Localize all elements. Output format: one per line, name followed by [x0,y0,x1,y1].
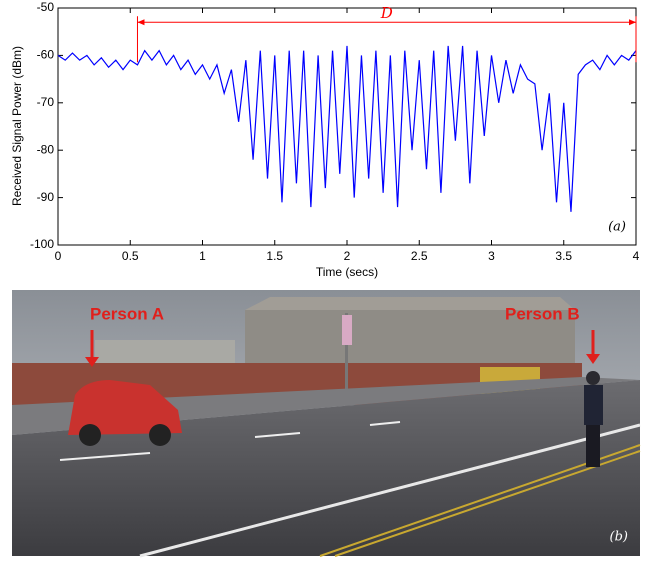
x-axis-label: Time (secs) [316,265,378,279]
y-tick-label: -90 [37,190,55,204]
arrow-head [85,357,99,367]
y-tick-label: -50 [37,0,55,14]
x-tick-label: 2.5 [411,249,428,263]
road-line [139,423,641,558]
arrow-head [137,19,145,26]
y-axis-label: Received Signal Power (dBm) [10,46,24,206]
panel-label: (a) [608,220,626,235]
x-tick-label: 3.5 [555,249,572,263]
lamp-post [345,313,348,413]
person-legs [586,425,600,467]
panel-label: (b) [610,530,628,545]
warehouse-roof [245,297,575,310]
x-tick-label: 3 [488,249,495,263]
person-body [584,385,603,425]
yellow-line [334,450,641,557]
x-tick-label: 1.5 [266,249,283,263]
x-tick-label: 1 [199,249,206,263]
person-head [586,371,600,385]
label-person-b: Person B [505,304,580,323]
x-tick-label: 2 [344,249,351,263]
x-tick-label: 0.5 [122,249,139,263]
label-person-a: Person A [90,304,164,323]
arrow-head [586,354,600,364]
road-marking [369,421,401,426]
x-tick-label: 0 [55,249,62,263]
chart: Received Signal Power (dBm) Time (secs) … [10,0,640,279]
x-tick-label: 4 [633,249,640,263]
y-tick-label: -100 [30,237,54,251]
span-label: D [380,4,393,22]
sign [342,315,352,345]
y-tick-label: -70 [37,95,55,109]
wheel [79,424,101,446]
road-marking [254,432,301,438]
warehouse [245,310,575,370]
arrow-head [629,19,636,26]
plot-frame [57,7,637,246]
road-marking [59,452,151,461]
car [68,380,182,435]
wheel [149,424,171,446]
photo: Person A Person B (b) [12,290,641,558]
y-tick-label: -60 [37,48,55,62]
y-tick-label: -80 [37,142,55,156]
signal-line [57,45,637,212]
